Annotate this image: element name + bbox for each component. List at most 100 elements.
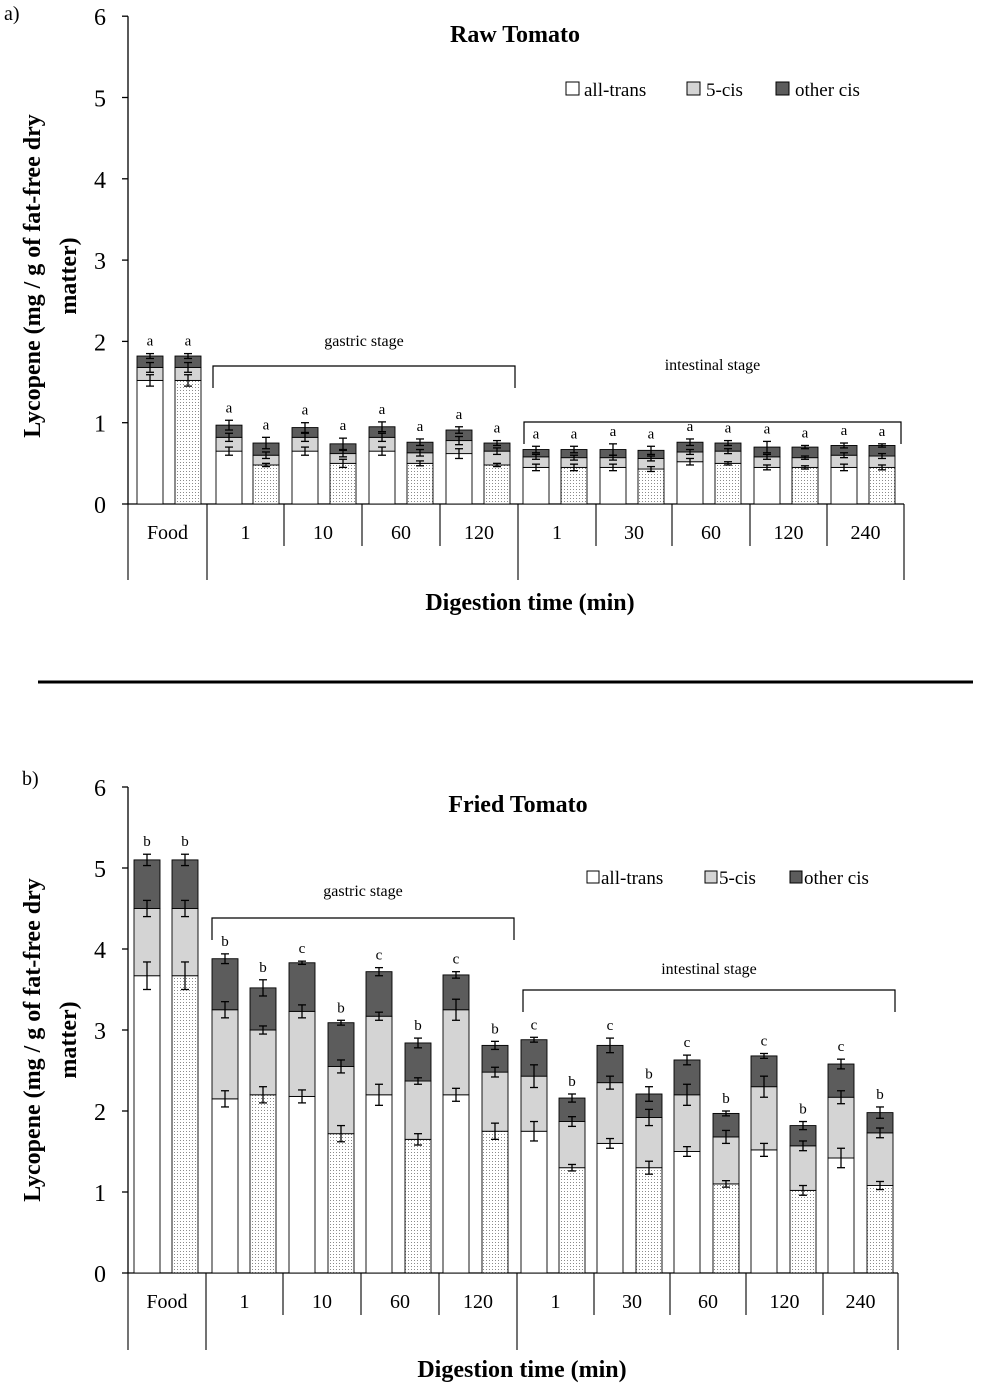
bar-segment-5-cis bbox=[211, 1009, 239, 1100]
bar-segment-all-trans bbox=[215, 450, 243, 505]
panel-a-ylabel-line2: matter) bbox=[56, 237, 82, 314]
y-tick-label: 5 bbox=[94, 857, 106, 883]
legend-swatch-5-cis bbox=[704, 870, 718, 884]
bar-segment-all-trans bbox=[368, 450, 396, 505]
stage-label: intestinal stage bbox=[661, 961, 757, 978]
significance-letter: c bbox=[376, 948, 383, 964]
panel-a-plot: 0 1 2 3 4 5 6 Food 1 10 60 120 1 30 60 120 240 gastric st… bbox=[94, 5, 905, 580]
significance-letter: a bbox=[533, 426, 540, 442]
significance-letter: a bbox=[648, 426, 655, 442]
y-tick-label: 0 bbox=[94, 493, 106, 519]
significance-letter: a bbox=[226, 400, 233, 416]
legend-swatch-5-cis bbox=[686, 81, 701, 96]
bar-segment-all-trans bbox=[483, 464, 511, 505]
significance-letter: a bbox=[687, 419, 694, 435]
y-tick-label: 2 bbox=[94, 1100, 106, 1126]
category-label: 10 bbox=[313, 522, 333, 544]
category-label: 240 bbox=[851, 522, 881, 544]
legend-swatch-other-cis bbox=[789, 870, 803, 884]
bar-segment-other-cis bbox=[288, 962, 316, 1012]
significance-letter: b bbox=[876, 1087, 884, 1103]
bar-segment-5-cis bbox=[712, 1136, 740, 1185]
y-tick-label: 6 bbox=[94, 776, 106, 802]
panel-b-ylabel: Lycopene (mg / g of fat-free dry matter) bbox=[20, 878, 82, 1201]
bar-segment-all-trans bbox=[753, 466, 781, 505]
significance-letter: a bbox=[379, 402, 386, 418]
significance-letter: a bbox=[302, 403, 309, 419]
significance-letter: c bbox=[684, 1035, 691, 1051]
bar-segment-all-trans bbox=[133, 975, 161, 1274]
bar-segment-all-trans bbox=[714, 462, 742, 505]
significance-letter: a bbox=[879, 424, 886, 440]
category-label: 30 bbox=[624, 522, 644, 544]
y-tick-label: 2 bbox=[94, 330, 106, 356]
panel-a-xlabel: Digestion time (min) bbox=[425, 590, 634, 616]
significance-letter: a bbox=[725, 421, 732, 437]
bar-segment-all-trans bbox=[174, 379, 202, 505]
bar-segment-all-trans bbox=[560, 466, 588, 505]
bar-segment-5-cis bbox=[442, 1009, 470, 1096]
significance-letter: a bbox=[185, 334, 192, 350]
significance-letter: c bbox=[531, 1017, 538, 1033]
bar-segment-all-trans bbox=[673, 1151, 701, 1274]
legend-label-all-trans: all-trans bbox=[601, 868, 663, 889]
significance-letter: a bbox=[417, 419, 424, 435]
significance-letter: b bbox=[645, 1067, 653, 1083]
significance-letter: b bbox=[414, 1018, 422, 1034]
bar-segment-other-cis bbox=[365, 971, 393, 1017]
panel-a-legend: all-trans 5-cis other cis bbox=[565, 80, 860, 101]
significance-letter: b bbox=[491, 1021, 499, 1037]
significance-letter: a bbox=[147, 334, 154, 350]
y-tick-label: 1 bbox=[94, 412, 106, 438]
bar-segment-all-trans bbox=[136, 379, 164, 505]
panel-a-ylabel-line1: Lycopene (mg / g of fat-free dry bbox=[20, 114, 46, 437]
bar-segment-all-trans bbox=[288, 1095, 316, 1274]
legend-label-all-trans: all-trans bbox=[584, 80, 646, 101]
stage-bracket bbox=[522, 989, 896, 1012]
bar-segment-all-trans bbox=[637, 468, 665, 505]
bar-segment-all-trans bbox=[789, 1189, 817, 1274]
bar-segment-all-trans bbox=[327, 1133, 355, 1274]
bar-segment-all-trans bbox=[866, 1185, 894, 1274]
bar-segment-all-trans bbox=[291, 450, 319, 505]
category-label: 1 bbox=[240, 1291, 250, 1313]
bar-segment-all-trans bbox=[635, 1167, 663, 1274]
stage-label: gastric stage bbox=[324, 333, 404, 350]
bar-segment-5-cis bbox=[171, 908, 199, 977]
bar-segment-all-trans bbox=[791, 466, 819, 505]
panel-a-title: Raw Tomato bbox=[450, 22, 580, 48]
significance-letter: b bbox=[143, 834, 151, 850]
legend-label-5-cis: 5-cis bbox=[719, 868, 756, 889]
significance-letter: c bbox=[299, 941, 306, 957]
category-label: 120 bbox=[464, 522, 494, 544]
panel-a-label: a) bbox=[4, 3, 20, 25]
stage-label: intestinal stage bbox=[665, 357, 761, 374]
y-tick-label: 3 bbox=[94, 249, 106, 275]
panel-b-ylabel-line1: Lycopene (mg / g of fat-free dry bbox=[20, 878, 46, 1201]
bar-segment-5-cis bbox=[866, 1132, 894, 1186]
significance-letter: c bbox=[453, 952, 460, 968]
bar-segment-all-trans bbox=[827, 1157, 855, 1274]
y-tick-label: 1 bbox=[94, 1181, 106, 1207]
legend-label-other-cis: other cis bbox=[804, 868, 869, 889]
category-label: 60 bbox=[698, 1291, 718, 1313]
stage-label: gastric stage bbox=[323, 883, 403, 900]
significance-letter: b bbox=[259, 960, 267, 976]
category-label: 120 bbox=[463, 1291, 493, 1313]
category-label: 120 bbox=[770, 1291, 800, 1313]
legend-swatch-all-trans bbox=[565, 81, 580, 96]
significance-letter: a bbox=[494, 421, 501, 437]
significance-letter: a bbox=[571, 426, 578, 442]
legend-swatch-all-trans bbox=[586, 870, 600, 884]
bar-segment-all-trans bbox=[676, 461, 704, 505]
significance-letter: b bbox=[722, 1091, 730, 1107]
y-tick-label: 6 bbox=[94, 5, 106, 31]
legend-label-5-cis: 5-cis bbox=[706, 80, 743, 101]
category-label: 60 bbox=[391, 522, 411, 544]
bar-segment-5-cis bbox=[789, 1145, 817, 1191]
category-label: 10 bbox=[312, 1291, 332, 1313]
panel-b-ylabel-line2: matter) bbox=[56, 1001, 82, 1078]
category-label: 120 bbox=[774, 522, 804, 544]
bar-segment-all-trans bbox=[365, 1094, 393, 1274]
